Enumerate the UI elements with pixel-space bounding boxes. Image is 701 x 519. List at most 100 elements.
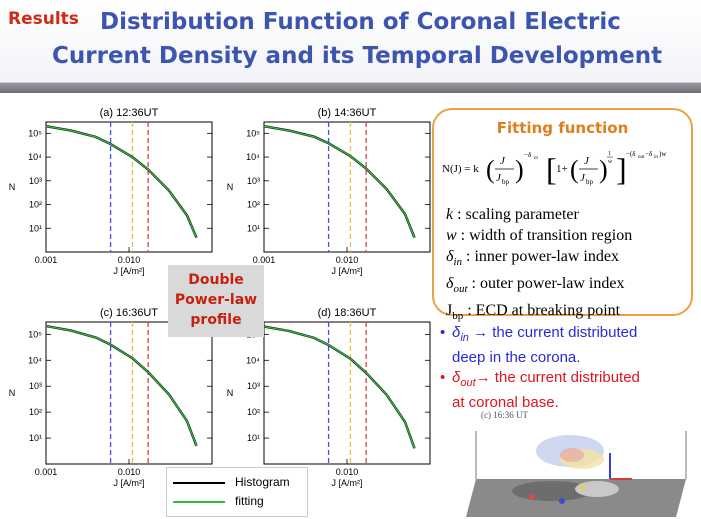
svg-text:J: J <box>500 155 506 167</box>
svg-text:in: in <box>534 156 538 161</box>
x-tick-label: 0.010 <box>118 255 141 265</box>
y-tick-label: 10⁴ <box>28 355 42 365</box>
chart-title: (d) 18:36UT <box>318 307 377 319</box>
x-axis-label: J [A/m²] <box>332 266 363 276</box>
fitting-title: Fitting function <box>496 119 629 137</box>
y-tick-label: 10³ <box>29 176 42 186</box>
fitting-line <box>263 325 416 449</box>
plot-frame <box>263 321 431 465</box>
svg-text:bp: bp <box>502 178 510 186</box>
histogram-line <box>263 125 416 239</box>
y-tick-label: 10¹ <box>29 433 42 443</box>
y-tick-label: 10⁴ <box>246 152 260 162</box>
y-tick-label: 10¹ <box>247 433 260 443</box>
chart-title: (c) 16:36UT <box>100 307 158 319</box>
svg-text:−δ: −δ <box>524 151 532 159</box>
y-tick-label: 10² <box>29 200 42 210</box>
def-jbp: Jbp : ECD at breaking point <box>446 302 621 323</box>
def-delta-in: δin : inner power-law index <box>446 248 619 269</box>
histogram-line <box>45 324 198 447</box>
y-tick-label: 10² <box>247 407 260 417</box>
slide-title-line-1: Distribution Function of Coronal Electri… <box>100 9 621 35</box>
svg-text:J: J <box>580 172 586 184</box>
svg-text:N(J) = k: N(J) = k <box>442 163 479 175</box>
svg-text:1+: 1+ <box>556 163 568 175</box>
svg-text:bp: bp <box>586 178 594 186</box>
title-area: Results Distribution Function of Coronal… <box>0 0 701 82</box>
svg-text:out: out <box>638 155 645 160</box>
svg-text:): ) <box>515 155 524 184</box>
fitting-line <box>263 125 416 238</box>
chart-title: (b) 14:36UT <box>318 107 377 119</box>
y-axis-label: N <box>227 388 234 398</box>
y-tick-label: 10² <box>29 407 42 417</box>
histogram-line <box>263 325 416 449</box>
y-tick-label: 10³ <box>247 381 260 391</box>
fitting-definitions: k : scaling parameter w : width of trans… <box>446 204 632 328</box>
y-tick-label: 10⁵ <box>28 329 42 339</box>
chart-title: (a) 12:36UT <box>100 107 159 119</box>
y-axis-label: N <box>9 182 16 192</box>
x-tick-label: 0.010 <box>336 467 359 477</box>
svg-text:1: 1 <box>608 151 611 157</box>
dp-line-2: Power-law <box>174 292 258 308</box>
x-tick-label: 0.010 <box>118 467 141 477</box>
def-w: w : width of transition region <box>446 227 633 244</box>
x-axis-label: J [A/m²] <box>114 478 145 488</box>
y-tick-label: 10¹ <box>247 223 260 233</box>
svg-text:−δ: −δ <box>645 150 653 158</box>
legend-label-histogram: Histogram <box>235 475 290 489</box>
y-tick-label: 10² <box>247 200 260 210</box>
svg-text:)w: )w <box>659 150 667 158</box>
slide-title-line-2: Current Density and its Temporal Develop… <box>52 43 663 69</box>
x-tick-label: 0.001 <box>35 467 58 477</box>
y-tick-label: 10⁴ <box>246 355 260 365</box>
dp-line-3: profile <box>190 312 242 328</box>
y-tick-label: 10⁵ <box>246 128 260 138</box>
svg-text:w: w <box>608 159 612 165</box>
plot-frame <box>45 321 213 465</box>
simulation-thumbnail <box>462 409 694 517</box>
y-tick-label: 10⁴ <box>28 152 42 162</box>
plot-frame <box>263 121 431 253</box>
svg-text:in: in <box>654 155 658 160</box>
legend-swatch-fitting <box>173 501 225 503</box>
chart-panel-a: (a) 12:36UT 10¹ 10² 10³ 10⁴ 10⁵ 0.001 0.010 J [A… <box>0 100 218 280</box>
def-k: k : scaling parameter <box>446 206 579 223</box>
x-tick-label: 0.001 <box>253 255 276 265</box>
histogram-line <box>45 125 198 239</box>
chart-panel-b: (b) 14:36UT 10¹ 10² 10³ 10⁴ 10⁵ 0.001 0.010 J [A… <box>218 100 436 280</box>
x-axis-label: J [A/m²] <box>332 478 363 488</box>
plot-frame <box>45 121 213 253</box>
x-axis-label: J [A/m²] <box>114 266 145 276</box>
y-axis-label: N <box>227 182 234 192</box>
title-divider-bar <box>0 82 701 93</box>
x-tick-label: 0.001 <box>35 255 58 265</box>
y-tick-label: 10¹ <box>29 223 42 233</box>
svg-text:(: ( <box>570 155 579 184</box>
legend-label-fitting: fitting <box>235 494 264 508</box>
svg-text:): ) <box>599 155 608 184</box>
y-tick-label: 10⁵ <box>28 128 42 138</box>
dp-line-1: Double <box>188 272 244 288</box>
bullet-delta-out: δout→ the current distributed at coronal… <box>440 368 640 413</box>
bullet-delta-in: δin → the current distributed deep in th… <box>440 323 640 368</box>
y-axis-label: N <box>9 388 16 398</box>
x-tick-label: 0.010 <box>336 255 359 265</box>
double-powerlaw-label: Double Power-law profile <box>168 265 264 337</box>
results-tag: Results <box>8 9 79 29</box>
svg-text:−(δ: −(δ <box>626 150 636 158</box>
interpretation-bullets: δin → the current distributed deep in th… <box>440 323 640 413</box>
legend-swatch-histogram <box>173 482 225 484</box>
chart-legend: Histogram fitting <box>166 467 308 517</box>
svg-text:(: ( <box>486 155 495 184</box>
chart-panel-c: (c) 16:36UT 10¹ 10² 10³ 10⁴ 10⁵ 0.001 0.010 J [A… <box>0 300 218 496</box>
thumbnail-label: (c) 16:36 UT <box>481 410 528 420</box>
def-delta-out: δout : outer power-law index <box>446 275 625 296</box>
y-tick-label: 10³ <box>29 381 42 391</box>
